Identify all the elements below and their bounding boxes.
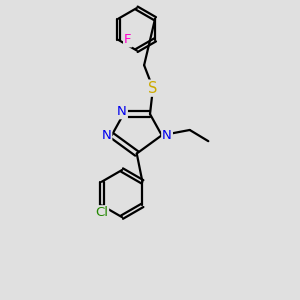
Text: N: N — [117, 105, 127, 118]
Text: N: N — [162, 129, 172, 142]
Text: S: S — [148, 81, 158, 96]
Text: Cl: Cl — [95, 206, 108, 219]
Text: N: N — [101, 129, 111, 142]
Text: F: F — [124, 33, 132, 46]
